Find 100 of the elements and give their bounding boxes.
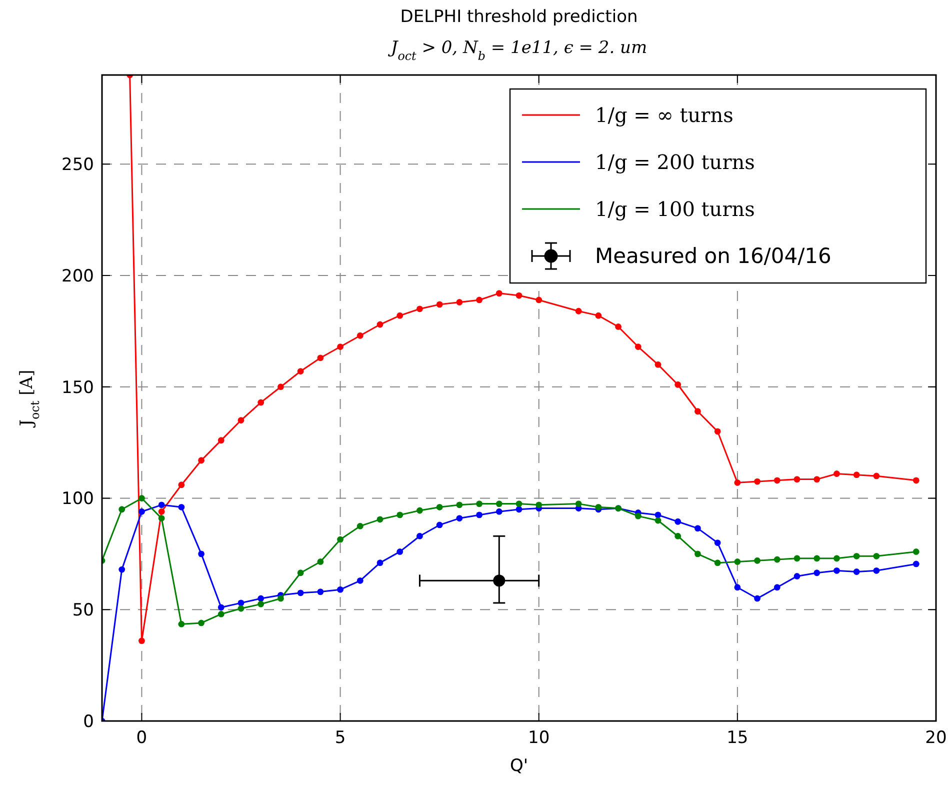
x-tick-label: 20 bbox=[925, 728, 947, 748]
point bbox=[654, 512, 662, 518]
point bbox=[834, 470, 840, 477]
x-axis-title: Q' bbox=[510, 756, 528, 776]
point bbox=[853, 472, 860, 478]
point bbox=[694, 408, 701, 415]
point bbox=[873, 552, 880, 560]
point bbox=[337, 344, 344, 350]
point bbox=[118, 506, 126, 513]
point bbox=[814, 476, 820, 483]
point bbox=[456, 502, 463, 508]
legend-label: 1/g = 200 turns bbox=[595, 150, 755, 174]
point bbox=[674, 532, 682, 540]
point bbox=[238, 605, 244, 612]
point bbox=[694, 525, 701, 532]
point bbox=[834, 567, 840, 574]
point bbox=[615, 324, 622, 330]
point bbox=[297, 368, 304, 374]
point bbox=[337, 586, 344, 593]
point bbox=[138, 638, 145, 644]
point bbox=[178, 620, 185, 628]
x-tick-label: 0 bbox=[136, 728, 148, 748]
point bbox=[496, 508, 502, 515]
y-tick-label: 50 bbox=[72, 600, 94, 621]
point bbox=[416, 532, 423, 540]
point bbox=[476, 296, 482, 304]
point bbox=[754, 595, 760, 602]
point bbox=[595, 312, 602, 319]
point bbox=[218, 437, 224, 444]
point bbox=[912, 477, 920, 484]
x-tick-label: 10 bbox=[528, 728, 550, 748]
point bbox=[774, 477, 780, 484]
point bbox=[734, 479, 741, 486]
point bbox=[754, 557, 760, 564]
point bbox=[396, 512, 404, 518]
point bbox=[416, 507, 423, 514]
chart-subtitle: J$_{oct}$ > 0, N$_{b}$ = 1e11, ϵ = 2. um bbox=[388, 38, 648, 63]
point bbox=[238, 417, 244, 424]
point bbox=[853, 568, 860, 575]
point bbox=[674, 381, 682, 388]
point bbox=[178, 504, 185, 510]
point bbox=[138, 508, 145, 515]
point bbox=[436, 301, 443, 308]
point bbox=[238, 600, 244, 606]
point bbox=[258, 595, 264, 602]
point bbox=[912, 560, 920, 568]
point bbox=[714, 428, 721, 435]
point bbox=[493, 574, 506, 587]
point bbox=[416, 306, 423, 312]
point bbox=[714, 560, 721, 566]
point bbox=[734, 584, 741, 591]
point bbox=[754, 478, 760, 485]
point bbox=[516, 292, 522, 299]
point bbox=[436, 504, 443, 510]
y-tick-label: 0 bbox=[83, 712, 94, 732]
point bbox=[258, 600, 264, 608]
point bbox=[158, 508, 165, 515]
point bbox=[834, 555, 840, 562]
point bbox=[774, 584, 780, 591]
point bbox=[794, 476, 800, 483]
point bbox=[873, 472, 880, 480]
point bbox=[575, 500, 582, 508]
point bbox=[118, 566, 126, 573]
point bbox=[516, 500, 522, 508]
point bbox=[337, 536, 344, 543]
point bbox=[198, 457, 204, 464]
point bbox=[456, 299, 463, 306]
y-tick-label: 200 bbox=[62, 266, 94, 286]
point bbox=[218, 610, 224, 618]
point bbox=[853, 552, 860, 560]
y-tick-label: 150 bbox=[62, 378, 94, 398]
point bbox=[516, 506, 522, 513]
point bbox=[496, 290, 502, 297]
legend-label: Measured on 16/04/16 bbox=[595, 244, 832, 268]
point bbox=[714, 540, 721, 546]
point bbox=[814, 570, 820, 576]
point bbox=[814, 555, 820, 562]
point bbox=[158, 515, 165, 522]
point bbox=[634, 344, 642, 350]
point bbox=[218, 604, 224, 611]
point bbox=[198, 550, 204, 558]
point bbox=[794, 555, 800, 562]
chart-title: DELPHI threshold prediction bbox=[400, 7, 638, 27]
point bbox=[436, 522, 443, 528]
point bbox=[496, 500, 502, 508]
point bbox=[317, 558, 324, 565]
point bbox=[654, 517, 662, 524]
legend-label: 1/g = 100 turns bbox=[595, 197, 755, 221]
point bbox=[536, 296, 542, 304]
point bbox=[356, 522, 364, 530]
point bbox=[476, 512, 482, 518]
y-tick-label: 100 bbox=[62, 489, 94, 510]
point bbox=[694, 550, 701, 558]
x-tick-label: 15 bbox=[726, 728, 748, 748]
point bbox=[376, 321, 384, 328]
point bbox=[734, 558, 741, 565]
point bbox=[376, 560, 384, 566]
point bbox=[317, 354, 324, 362]
point bbox=[138, 495, 145, 502]
point bbox=[278, 595, 284, 602]
